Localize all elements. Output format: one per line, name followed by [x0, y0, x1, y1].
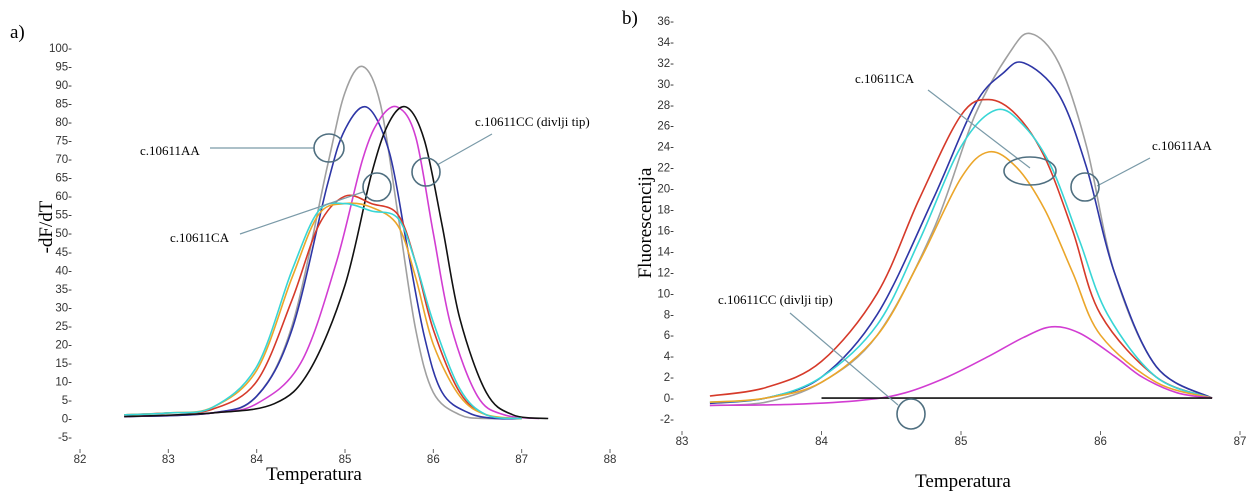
chart-a-xtick-label: 84	[250, 454, 263, 466]
chart-a-annotation-label: c.10611AA	[140, 143, 200, 158]
chart-b-xtick-label: 87	[1234, 436, 1247, 448]
chart-a-xtick-label: 87	[515, 454, 528, 466]
chart-a-ytick-label: 25-	[55, 321, 72, 333]
chart-b-ytick-label: 14-	[657, 246, 674, 258]
chart-a-annotation-circle	[412, 158, 440, 186]
chart-b-xtick-label: 84	[815, 436, 828, 448]
chart-b-ylabel: Fluorescencija	[635, 167, 656, 278]
chart-b-ytick-label: 18-	[657, 205, 674, 217]
chart-b-ytick-label: 28-	[657, 100, 674, 112]
chart-a-annotation-leader	[437, 134, 492, 165]
chart-a-ytick-label: 70-	[55, 154, 72, 166]
chart-b-ytick-label: 0-	[664, 393, 674, 405]
chart-b-ytick-label: 30-	[657, 79, 674, 91]
chart-b-xlabel: Temperatura	[915, 471, 1011, 492]
chart-b-ytick-label: -2-	[660, 414, 674, 426]
chart-a-ytick-label: 90-	[55, 80, 72, 92]
chart-a-ytick-label: 65-	[55, 173, 72, 185]
chart-a-annotation-label: c.10611CA	[170, 230, 230, 245]
chart-b-ytick-label: 34-	[657, 37, 674, 49]
chart-b-annotation-circle	[1004, 157, 1056, 185]
chart-b-series-line-4	[710, 152, 1212, 403]
chart-b-ytick-label: 20-	[657, 184, 674, 196]
chart-b-ytick-label: 4-	[664, 351, 674, 363]
chart-a-ytick-label: 45-	[55, 247, 72, 259]
chart-a-annotation-circle	[363, 173, 391, 201]
chart-b-ytick-label: 12-	[657, 267, 674, 279]
chart-a-ytick-label: 95-	[55, 62, 72, 74]
chart-b-annotation-label: c.10611AA	[1152, 138, 1212, 153]
chart-b-series-line-2	[710, 100, 1212, 399]
chart-b-annotation-leader	[790, 313, 898, 405]
chart-a-xtick-label: 82	[74, 454, 87, 466]
chart-a-xtick-label: 86	[427, 454, 440, 466]
chart-b-ytick-label: 22-	[657, 163, 674, 175]
chart-a-ylabel: -dF/dT	[36, 200, 57, 253]
chart-b: -2- 0- 2- 4- 6- 8- 10- 12- 14- 16- 18- 20- 22- 24- 26-…	[635, 16, 1246, 492]
chart-b-annotation-label: c.10611CC (divlji tip)	[718, 292, 833, 307]
chart-a-ytick-label: 35-	[55, 284, 72, 296]
chart-a: -5- 0- 5- 10- 15- 20- 25- 30- 35- 40- 45- 50- 55- 60-…	[36, 43, 616, 485]
chart-a-ytick-label: 0-	[62, 413, 72, 425]
chart-b-annotation-circle	[897, 399, 925, 429]
chart-b-xtick-label: 86	[1094, 436, 1107, 448]
chart-a-xtick-label: 88	[604, 454, 617, 466]
chart-b-ytick-label: 2-	[664, 372, 674, 384]
chart-b-xtick-label: 85	[955, 436, 968, 448]
chart-b-ytick-label: 26-	[657, 121, 674, 133]
chart-a-annotation-label: c.10611CC (divlji tip)	[475, 114, 590, 129]
chart-a-ytick-label: 15-	[55, 358, 72, 370]
chart-a-ytick-label: 100-	[49, 43, 72, 55]
chart-a-ytick-label: 60-	[55, 191, 72, 203]
chart-b-ytick-label: 8-	[664, 309, 674, 321]
chart-b-ytick-label: 6-	[664, 330, 674, 342]
chart-a-ytick-label: 10-	[55, 376, 72, 388]
chart-a-xlabel: Temperatura	[266, 464, 362, 485]
chart-a-ytick-label: 5-	[62, 395, 72, 407]
chart-b-series-line-1	[710, 62, 1212, 403]
chart-b-ytick-label: 36-	[657, 16, 674, 28]
chart-b-annotation-leader	[1097, 158, 1150, 186]
chart-b-ytick-label: 32-	[657, 58, 674, 70]
chart-b-annotation-label: c.10611CA	[855, 71, 915, 86]
chart-b-series-line-0	[710, 33, 1212, 405]
chart-a-ytick-label: 40-	[55, 265, 72, 277]
chart-b-ytick-label: 24-	[657, 142, 674, 154]
chart-b-ytick-label: 10-	[657, 288, 674, 300]
chart-b-xtick-label: 83	[676, 436, 689, 448]
chart-a-annotation-leader	[240, 192, 363, 234]
chart-b-series	[710, 33, 1212, 405]
chart-a-ytick-label: 20-	[55, 339, 72, 351]
chart-a-ytick-label: 85-	[55, 99, 72, 111]
chart-a-xtick-label: 83	[162, 454, 175, 466]
chart-a-ytick-label: 50-	[55, 228, 72, 240]
chart-a-annotations: c.10611AA c.10611CC (divlji tip) c.10611CA	[140, 114, 590, 245]
chart-a-ytick-label: 55-	[55, 210, 72, 222]
chart-a-ytick-label: 80-	[55, 117, 72, 129]
chart-a-axes: -5- 0- 5- 10- 15- 20- 25- 30- 35- 40- 45- 50- 55- 60-…	[49, 43, 616, 466]
chart-a-ytick-label: 75-	[55, 136, 72, 148]
chart-a-ytick-label: -5-	[58, 432, 72, 444]
chart-b-ytick-label: 16-	[657, 225, 674, 237]
chart-a-ytick-label: 30-	[55, 302, 72, 314]
